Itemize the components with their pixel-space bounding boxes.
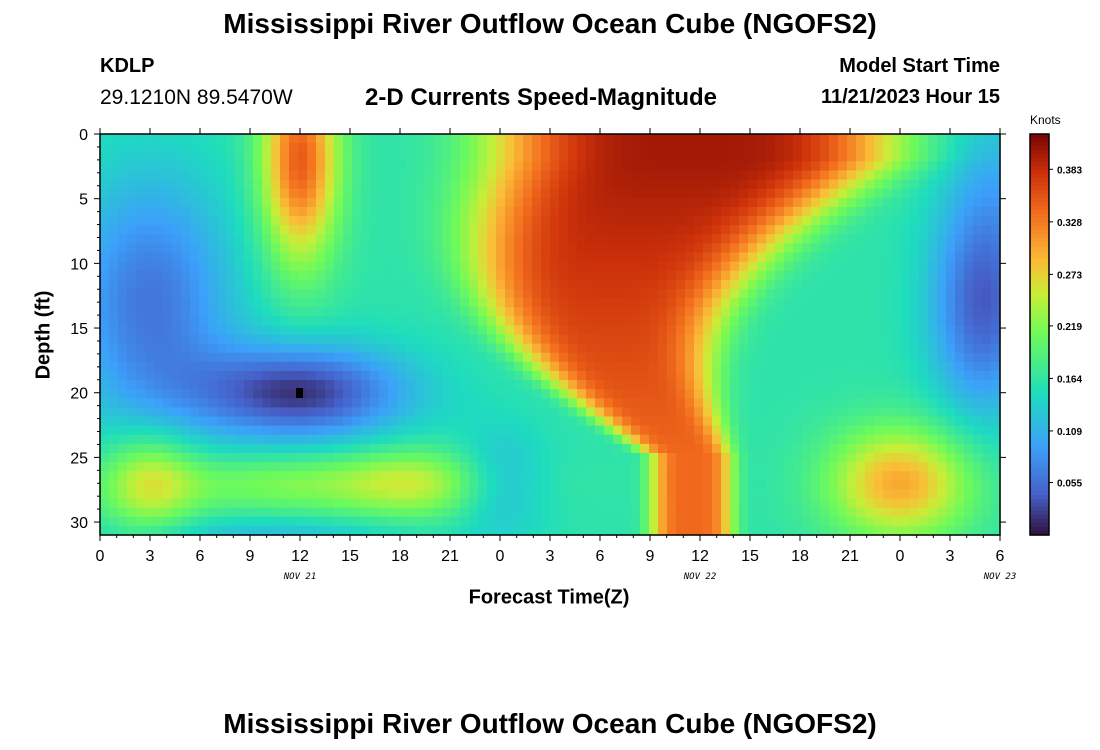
heatmap-cells [100, 134, 1001, 536]
x-tick-label: 21 [841, 548, 859, 565]
x-tick-label: 3 [146, 548, 155, 565]
x-tick-label: 18 [791, 548, 809, 565]
footer-title: Mississippi River Outflow Ocean Cube (NG… [223, 708, 877, 739]
y-tick-label: 15 [70, 321, 88, 338]
colorbar-units: Knots [1030, 113, 1061, 127]
y-tick-label: 25 [70, 450, 88, 467]
x-tick-label: 12 [291, 548, 309, 565]
y-tick-label: 20 [70, 386, 88, 403]
colorbar-tick-label: 0.109 [1057, 427, 1082, 438]
axes: 0 3 6 9 12 15 18 21 0 3 6 9 12 15 18 21 0 3 6 NOV 21 NOV 22 N… [70, 127, 1016, 582]
x-tick-label: 6 [996, 548, 1005, 565]
colorbar: 0.383 0.328 0.273 0.219 0.164 0.109 0.055 [1029, 133, 1082, 536]
x-tick-label: 9 [246, 548, 255, 565]
y-tick-label: 30 [70, 515, 88, 532]
x-tick-label: 0 [896, 548, 905, 565]
x-tick-label: 15 [741, 548, 759, 565]
colorbar-frame [1029, 133, 1050, 536]
x-tick-label: 21 [441, 548, 459, 565]
x-date-label: NOV 23 [983, 572, 1017, 582]
x-tick-label: 18 [391, 548, 409, 565]
colorbar-tick-label: 0.273 [1057, 270, 1082, 281]
chart-subtitle: 2-D Currents Speed-Magnitude [365, 84, 718, 111]
x-date-label: NOV 21 [283, 572, 317, 582]
colorbar-tick-label: 0.164 [1057, 374, 1082, 385]
y-tick-label: 10 [70, 256, 88, 273]
min-marker [296, 388, 303, 398]
x-tick-label: 3 [546, 548, 555, 565]
x-tick-label: 0 [496, 548, 505, 565]
colorbar-tick-label: 0.328 [1057, 218, 1082, 229]
station-coordinates: 29.1210N 89.5470W [100, 86, 293, 109]
station-id: KDLP [100, 55, 155, 77]
x-tick-label: 15 [341, 548, 359, 565]
x-tick-label: 12 [691, 548, 709, 565]
y-tick-label: 0 [79, 127, 88, 144]
x-tick-label: 6 [196, 548, 205, 565]
colorbar-tick-label: 0.219 [1057, 322, 1082, 333]
model-start-label: Model Start Time [839, 55, 1000, 77]
x-tick-label: 6 [596, 548, 605, 565]
page-title: Mississippi River Outflow Ocean Cube (NG… [223, 8, 877, 39]
y-tick-label: 5 [79, 192, 88, 209]
colorbar-tick-label: 0.383 [1057, 165, 1082, 176]
model-start-time: 11/21/2023 Hour 15 [820, 86, 1000, 108]
x-axis-label: Forecast Time(Z) [468, 586, 630, 609]
x-tick-label: 9 [646, 548, 655, 565]
x-date-label: NOV 22 [683, 572, 717, 582]
x-tick-label: 3 [946, 548, 955, 565]
colorbar-tick-label: 0.055 [1057, 478, 1082, 489]
x-tick-label: 0 [96, 548, 105, 565]
